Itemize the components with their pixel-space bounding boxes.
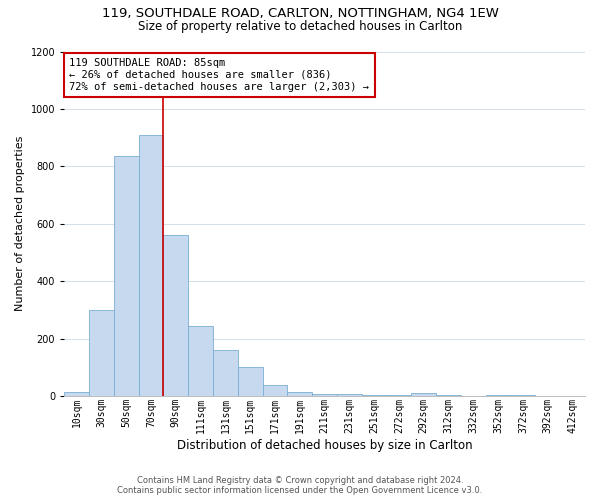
Bar (163, 235, 188, 396)
Bar (114, 156, 139, 396)
Bar (64, 392, 89, 396)
Text: Contains HM Land Registry data © Crown copyright and database right 2024.
Contai: Contains HM Land Registry data © Crown c… (118, 476, 482, 495)
Bar (89, 310, 114, 396)
Text: 119, SOUTHDALE ROAD, CARLTON, NOTTINGHAM, NG4 1EW: 119, SOUTHDALE ROAD, CARLTON, NOTTINGHAM… (101, 8, 499, 20)
Bar (362, 395, 386, 396)
Bar (412, 393, 436, 396)
Text: Size of property relative to detached houses in Carlton: Size of property relative to detached ho… (138, 20, 462, 33)
Y-axis label: Number of detached properties: Number of detached properties (15, 136, 25, 312)
X-axis label: Distribution of detached houses by size in Carlton: Distribution of detached houses by size … (177, 440, 472, 452)
Bar (312, 394, 337, 396)
Bar (238, 367, 263, 396)
Bar (337, 394, 362, 396)
Bar (263, 386, 287, 396)
Bar (287, 392, 312, 396)
Bar (139, 134, 163, 396)
Bar (188, 326, 213, 396)
Text: 119 SOUTHDALE ROAD: 85sqm
← 26% of detached houses are smaller (836)
72% of semi: 119 SOUTHDALE ROAD: 85sqm ← 26% of detac… (70, 58, 370, 92)
Bar (213, 350, 238, 396)
